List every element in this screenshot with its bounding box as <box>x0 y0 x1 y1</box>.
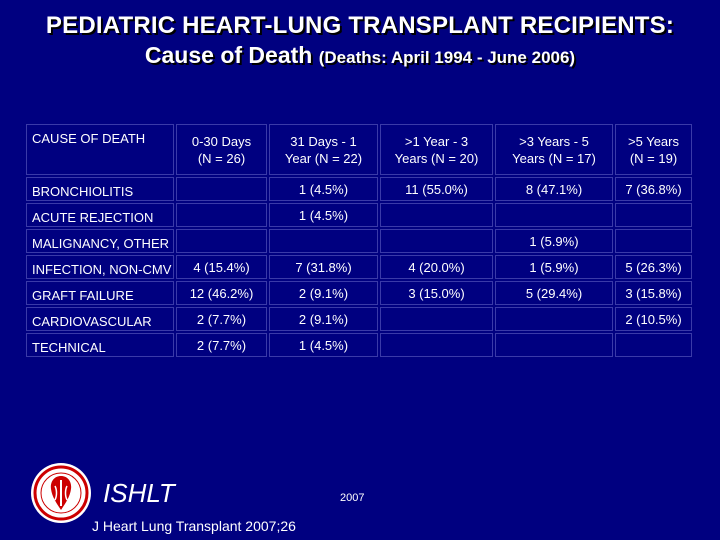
table-cell: 4 (15.4%) <box>176 255 267 279</box>
table-row: ACUTE REJECTION 1 (4.5%) <box>26 203 692 227</box>
row-label: BRONCHIOLITIS <box>26 177 174 201</box>
table-cell: 7 (36.8%) <box>615 177 692 201</box>
header-cause-of-death: CAUSE OF DEATH <box>26 124 174 175</box>
subtitle-main: Cause of Death <box>144 42 313 68</box>
table-cell: 3 (15.8%) <box>615 281 692 305</box>
table-cell <box>380 333 493 357</box>
table-cell <box>495 307 613 331</box>
footer-year: 2007 <box>340 492 365 504</box>
table-cell: 1 (4.5%) <box>269 203 378 227</box>
table-cell: 4 (20.0%) <box>380 255 493 279</box>
cause-of-death-table: CAUSE OF DEATH 0-30 Days (N = 26) 31 Day… <box>24 122 694 359</box>
table-cell: 1 (5.9%) <box>495 255 613 279</box>
table-cell: 3 (15.0%) <box>380 281 493 305</box>
column-header-line2: Years (N = 20) <box>394 150 479 166</box>
page-title: PEDIATRIC HEART-LUNG TRANSPLANT RECIPIEN… <box>45 12 675 39</box>
table-cell <box>615 333 692 357</box>
table-cell <box>615 203 692 227</box>
table-cell: 11 (55.0%) <box>380 177 493 201</box>
table-cell <box>380 203 493 227</box>
table-header-row: CAUSE OF DEATH 0-30 Days (N = 26) 31 Day… <box>26 124 692 175</box>
column-header-line2: Year (N = 22) <box>284 150 363 166</box>
table-cell: 2 (7.7%) <box>176 307 267 331</box>
footer-citation: J Heart Lung Transplant 2007;26 <box>92 518 296 534</box>
column-header: 0-30 Days (N = 26) <box>176 124 267 175</box>
table-row: BRONCHIOLITIS 1 (4.5%) 11 (55.0%) 8 (47.… <box>26 177 692 201</box>
table-cell: 1 (4.5%) <box>269 177 378 201</box>
table-cell <box>176 203 267 227</box>
row-label: ACUTE REJECTION <box>26 203 174 227</box>
column-header: >3 Years - 5 Years (N = 17) <box>495 124 613 175</box>
table-cell: 2 (9.1%) <box>269 307 378 331</box>
table-row: MALIGNANCY, OTHER 1 (5.9%) <box>26 229 692 253</box>
table-row: INFECTION, NON-CMV 4 (15.4%) 7 (31.8%) 4… <box>26 255 692 279</box>
table-cell: 2 (10.5%) <box>615 307 692 331</box>
column-header-line1: >3 Years - 5 <box>519 133 589 149</box>
ishlt-brand: ISHLT <box>103 478 175 508</box>
column-header: >5 Years (N = 19) <box>615 124 692 175</box>
column-header-line1: 31 Days - 1 <box>290 133 357 149</box>
table-row: GRAFT FAILURE 12 (46.2%) 2 (9.1%) 3 (15.… <box>26 281 692 305</box>
column-header-line1: 0-30 Days <box>191 133 252 149</box>
table-cell: 7 (31.8%) <box>269 255 378 279</box>
row-label: GRAFT FAILURE <box>26 281 174 305</box>
table-cell: 12 (46.2%) <box>176 281 267 305</box>
table-cell <box>615 229 692 253</box>
column-header: 31 Days - 1 Year (N = 22) <box>269 124 378 175</box>
table-cell <box>495 203 613 227</box>
row-label: MALIGNANCY, OTHER <box>26 229 174 253</box>
table-cell <box>380 229 493 253</box>
subtitle-date-range: (Deaths: April 1994 - June 2006) <box>318 48 576 67</box>
column-header-line1: >1 Year - 3 <box>404 133 469 149</box>
row-label: TECHNICAL <box>26 333 174 357</box>
table-cell <box>269 229 378 253</box>
column-header-line2: (N = 26) <box>197 150 246 166</box>
table-cell: 2 (7.7%) <box>176 333 267 357</box>
table-cell: 1 (4.5%) <box>269 333 378 357</box>
ishlt-logo-icon <box>30 462 92 524</box>
column-header-line2: Years (N = 17) <box>512 150 596 166</box>
table-cell: 5 (29.4%) <box>495 281 613 305</box>
table-cell: 5 (26.3%) <box>615 255 692 279</box>
table-cell: 8 (47.1%) <box>495 177 613 201</box>
column-header-line1: >5 Years <box>628 133 679 149</box>
column-header: >1 Year - 3 Years (N = 20) <box>380 124 493 175</box>
table-cell <box>176 177 267 201</box>
table-cell <box>176 229 267 253</box>
table-cell: 1 (5.9%) <box>495 229 613 253</box>
table-cell <box>380 307 493 331</box>
table-cell <box>495 333 613 357</box>
table-cell: 2 (9.1%) <box>269 281 378 305</box>
column-header-line2: (N = 19) <box>629 150 678 166</box>
row-label: CARDIOVASCULAR <box>26 307 174 331</box>
table-row: CARDIOVASCULAR 2 (7.7%) 2 (9.1%) 2 (10.5… <box>26 307 692 331</box>
page-subtitle: Cause of Death (Deaths: April 1994 - Jun… <box>0 42 720 69</box>
table-row: TECHNICAL 2 (7.7%) 1 (4.5%) <box>26 333 692 357</box>
row-label: INFECTION, NON-CMV <box>26 255 174 279</box>
